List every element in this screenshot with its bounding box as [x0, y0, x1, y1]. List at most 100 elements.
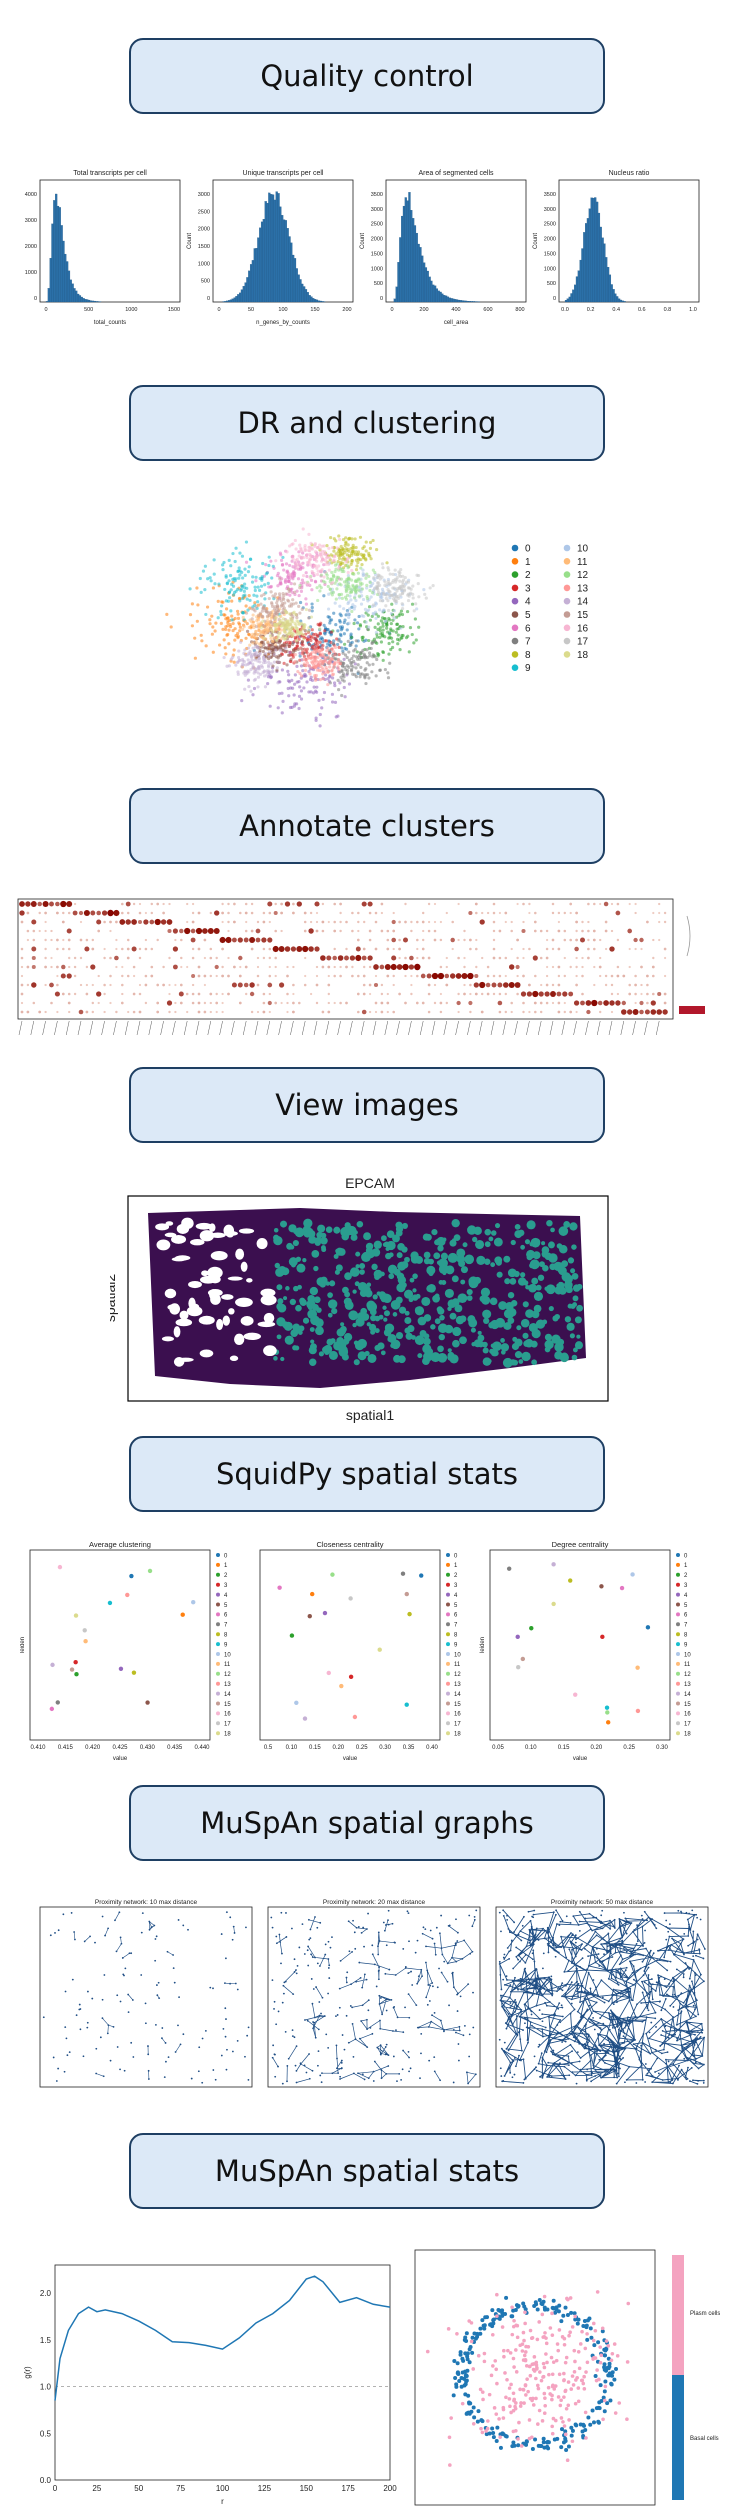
graph-node: [457, 2043, 460, 2045]
graph-node: [666, 2078, 669, 2081]
dotplot-dot: [610, 974, 614, 978]
dotplot-dot: [603, 1000, 609, 1006]
graph-node: [438, 1967, 440, 1970]
umap-point: [304, 597, 308, 601]
epcam-positive-spot: [382, 1305, 387, 1310]
qc-histograms: Total transcripts per celltotal_countsCo…: [25, 170, 700, 326]
graph-node: [103, 1974, 106, 1976]
umap-point: [314, 649, 318, 653]
graph-node: [327, 1958, 330, 1960]
graph-node: [461, 1957, 464, 1960]
umap-point: [387, 581, 391, 585]
umap-point: [301, 643, 305, 647]
graph-node: [372, 2070, 375, 2073]
step-view-images: View images: [129, 1067, 605, 1143]
umap-point: [337, 548, 341, 552]
umap-legend-label: 12: [577, 570, 589, 581]
dotplot-dot: [439, 938, 443, 942]
qc-bar: [76, 293, 80, 303]
graph-node: [427, 1984, 430, 1986]
dotplot-dot: [250, 1010, 254, 1014]
dotplot-dot: [103, 1010, 106, 1014]
umap-point: [276, 571, 280, 575]
umap-point: [223, 587, 227, 592]
graph-node: [353, 1931, 356, 1934]
squidpy-legend-label: 17: [454, 1722, 461, 1728]
epcam-positive-spot: [510, 1239, 516, 1246]
graph-node: [352, 1919, 354, 1922]
graph-node: [131, 1999, 134, 2001]
umap-point: [339, 646, 344, 650]
graph-node: [697, 2067, 700, 2070]
graph-node: [694, 1974, 697, 1977]
umap-point: [287, 673, 291, 677]
umap-point: [226, 621, 230, 625]
graph-node: [612, 1988, 615, 1991]
graph-node: [362, 1926, 365, 1929]
dotplot-dot: [416, 947, 419, 951]
dotplot-dot: [628, 983, 631, 987]
dotplot-dot: [439, 920, 443, 924]
squidpy-axes: [489, 1549, 671, 1741]
graph-node: [695, 2006, 698, 2009]
dotplot-xtick: [325, 1020, 330, 1036]
umap-point: [320, 544, 324, 548]
graph-node: [338, 2006, 341, 2009]
dotplot-dot: [268, 974, 272, 978]
umap-point: [331, 590, 336, 595]
umap-point: [340, 596, 344, 601]
umap-point: [347, 584, 351, 589]
umap-point: [246, 658, 250, 662]
umap-point: [395, 622, 400, 626]
umap-point: [337, 639, 341, 643]
dotplot-dot: [85, 992, 89, 996]
umap-point: [293, 682, 297, 686]
dotplot-dot: [115, 947, 118, 951]
epcam-positive-spot: [276, 1284, 283, 1291]
dotplot-xtick: [290, 1020, 294, 1036]
umap-point: [310, 609, 314, 613]
squidpy-point: [73, 1613, 79, 1618]
epcam-gap: [199, 1349, 214, 1358]
umap-point: [431, 584, 435, 588]
epcam-positive-spot: [339, 1325, 347, 1333]
dotplot-xtick: [254, 1020, 259, 1036]
dotplot-dot: [96, 991, 102, 997]
epcam-positive-spot: [352, 1322, 357, 1328]
epcam-positive-spot: [490, 1262, 496, 1268]
umap-legend-label: 7: [525, 637, 531, 648]
umap-point: [339, 583, 343, 587]
umap-point: [368, 618, 373, 622]
umap-point: [305, 680, 309, 684]
graph-node: [373, 2060, 376, 2063]
squidpy-legend-marker: [676, 1731, 680, 1736]
graph-node: [639, 1967, 642, 1970]
umap-point: [188, 613, 193, 617]
umap-point: [267, 623, 271, 627]
qc-bar: [244, 282, 247, 303]
graph-node: [286, 2065, 289, 2067]
epcam-positive-spot: [400, 1261, 409, 1269]
dotplot-dot: [627, 928, 633, 934]
graph-node: [594, 2075, 597, 2077]
graph-node: [447, 1924, 450, 1927]
graph-node: [104, 1934, 107, 1937]
epcam-positive-spot: [565, 1285, 573, 1294]
umap-point: [353, 662, 357, 666]
epcam-positive-spot: [464, 1254, 475, 1265]
dotplot-dot: [67, 947, 71, 951]
epcam-positive-spot: [452, 1339, 460, 1348]
epcam-positive-spot: [441, 1279, 447, 1286]
epcam-positive-spot: [320, 1276, 328, 1285]
dotplot-dot: [540, 983, 543, 987]
dotplot-xtick: [644, 1020, 648, 1036]
dotplot-dot: [97, 1001, 100, 1005]
dotplot-dot: [113, 909, 120, 917]
umap-point: [299, 674, 304, 678]
umap-point: [309, 675, 313, 679]
dotplot-dot: [610, 992, 614, 996]
graph-node: [574, 2074, 577, 2077]
dotplot-dot: [390, 963, 397, 971]
qc-bar: [406, 200, 409, 303]
umap-legend-label: 17: [577, 637, 589, 648]
